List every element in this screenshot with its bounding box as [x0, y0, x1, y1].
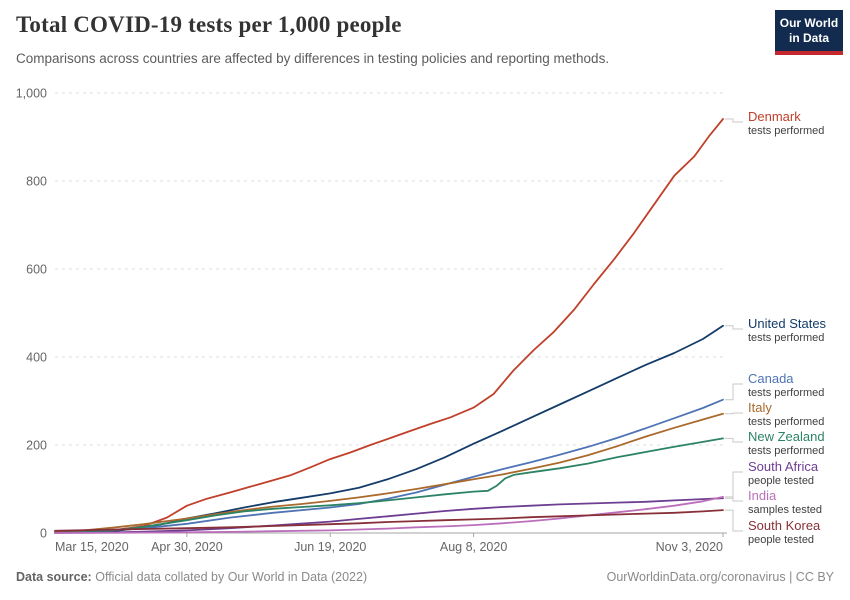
line-canada[interactable]: [54, 398, 724, 534]
chart-footer: Data source: Official data collated by O…: [16, 570, 834, 584]
y-tick-label: 200: [26, 439, 47, 453]
label-connector-south-korea: [725, 509, 743, 532]
series-label-south-africa[interactable]: South Africa people tested: [748, 460, 818, 488]
chart-title: Total COVID-19 tests per 1,000 people: [16, 12, 402, 37]
y-tick-label: 0: [40, 527, 47, 541]
label-connector-india: [725, 496, 743, 502]
series-name: South Korea: [748, 518, 821, 533]
label-connector-denmark: [725, 118, 743, 123]
x-tick-label: Mar 15, 2020: [55, 540, 129, 554]
y-tick-label: 800: [26, 175, 47, 189]
series-label-united-states[interactable]: United States tests performed: [748, 317, 826, 345]
series-label-new-zealand[interactable]: New Zealand tests performed: [748, 430, 825, 458]
series-name: Canada: [748, 371, 794, 386]
owid-coronavirus-link[interactable]: OurWorldinData.org/coronavirus | CC BY: [606, 570, 834, 584]
label-connector-south-africa: [725, 471, 743, 499]
series-metric-type: tests performed: [748, 332, 825, 344]
label-connector-new-zealand: [725, 437, 743, 443]
x-tick-label: Aug 8, 2020: [440, 540, 507, 554]
owid-logo[interactable]: Our World in Data: [775, 10, 843, 55]
line-denmark[interactable]: [54, 118, 724, 533]
logo-line-2: in Data: [788, 30, 829, 45]
series-name: New Zealand: [748, 429, 825, 444]
series-name: United States: [748, 316, 827, 331]
label-connector-canada: [725, 383, 743, 401]
series-label-india[interactable]: India samples tested: [748, 489, 822, 517]
series-metric-type: tests performed: [748, 387, 825, 399]
series-label-canada[interactable]: Canada tests performed: [748, 372, 824, 400]
series-name: South Africa: [748, 459, 819, 474]
line-south-africa[interactable]: [54, 497, 724, 534]
data-source-text: Official data collated by Our World in D…: [95, 570, 368, 584]
series-label-south-korea[interactable]: South Korea people tested: [748, 519, 820, 547]
series-metric-type: samples tested: [748, 504, 822, 516]
line-india[interactable]: [54, 495, 724, 534]
chart-subtitle: Comparisons across countries are affecte…: [16, 51, 610, 66]
y-tick-label: 600: [26, 263, 47, 277]
label-connector-united-states: [725, 325, 743, 330]
series-metric-type: people tested: [748, 475, 815, 487]
data-source-note: Data source: Official data collated by O…: [16, 570, 367, 584]
series-name: Italy: [748, 400, 772, 415]
label-connector-italy: [725, 412, 743, 415]
data-source-label: Data source:: [16, 570, 92, 584]
line-italy[interactable]: [54, 412, 724, 533]
series-metric-type: people tested: [748, 534, 815, 546]
x-tick-label: Apr 30, 2020: [151, 540, 223, 554]
x-tick-label: Nov 3, 2020: [656, 540, 723, 554]
series-name: India: [748, 488, 777, 503]
line-south-korea[interactable]: [54, 509, 724, 532]
series-label-denmark[interactable]: Denmark tests performed: [748, 110, 824, 138]
series-metric-type: tests performed: [748, 416, 825, 428]
series-name: Denmark: [748, 109, 801, 124]
y-tick-label: 400: [26, 351, 47, 365]
series-label-italy[interactable]: Italy tests performed: [748, 401, 824, 429]
line-new-zealand[interactable]: [54, 437, 724, 534]
logo-line-1: Our World: [779, 15, 839, 30]
plot-area: 0 200 400 600 800 1,000 Mar 15, 2020 Apr 30, 20…: [16, 87, 743, 554]
series-metric-type: tests performed: [748, 445, 825, 457]
y-tick-label: 1,000: [16, 87, 47, 101]
series-metric-type: tests performed: [748, 125, 825, 137]
x-tick-label: Jun 19, 2020: [294, 540, 366, 554]
